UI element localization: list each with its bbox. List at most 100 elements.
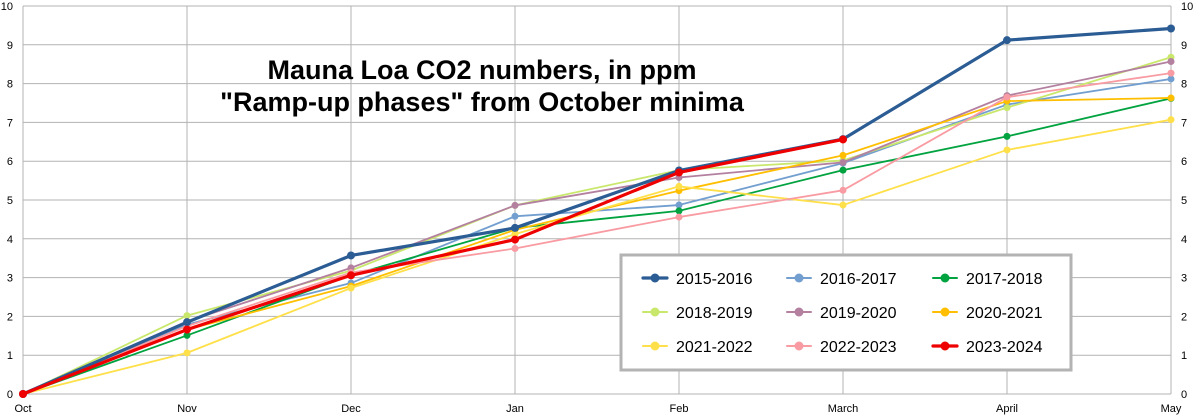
legend-marker <box>650 341 660 351</box>
data-point <box>511 235 519 244</box>
data-point <box>511 201 519 209</box>
data-point <box>1167 24 1175 33</box>
chart-title: Mauna Loa CO2 numbers, in ppm "Ramp-up p… <box>220 55 745 117</box>
y-tick-label-left: 10 <box>1 1 13 13</box>
legend-label: 2022-2023 <box>820 339 897 356</box>
data-point <box>183 349 191 357</box>
y-tick-label-right: 0 <box>1181 389 1187 401</box>
y-tick-label-left: 5 <box>7 195 13 207</box>
legend-item-2023-2024: 2023-2024 <box>931 339 1043 356</box>
legend-marker <box>650 273 660 283</box>
data-point <box>511 212 519 220</box>
x-tick-label: Nov <box>177 403 197 415</box>
y-tick-label-left: 2 <box>7 311 13 323</box>
data-point <box>183 312 191 320</box>
data-point <box>511 230 519 238</box>
y-tick-label-right: 8 <box>1181 79 1187 91</box>
data-point <box>839 135 847 144</box>
legend-marker <box>650 307 660 317</box>
y-tick-label-right: 7 <box>1181 117 1187 129</box>
data-point <box>511 245 519 252</box>
data-point <box>1167 69 1175 77</box>
legend-marker <box>940 307 950 317</box>
data-point <box>347 251 355 260</box>
y-tick-label-right: 5 <box>1181 195 1187 207</box>
legend-marker <box>794 273 804 283</box>
legend-label: 2016-2017 <box>820 271 897 288</box>
data-point <box>839 166 847 174</box>
legend-item-2021-2022: 2021-2022 <box>642 339 753 356</box>
data-point <box>839 186 847 194</box>
data-point <box>1167 75 1175 83</box>
legend-marker <box>794 307 804 317</box>
y-tick-label-right: 3 <box>1181 273 1187 285</box>
y-tick-label-right: 9 <box>1181 40 1187 52</box>
legend-label: 2017-2018 <box>966 271 1043 288</box>
y-tick-label-left: 7 <box>7 117 13 129</box>
data-point <box>839 158 847 166</box>
series <box>19 24 1175 398</box>
data-point <box>675 201 683 209</box>
data-point <box>347 284 355 292</box>
data-point <box>1167 94 1175 102</box>
x-tick-label: March <box>828 403 859 415</box>
data-point <box>675 213 683 221</box>
data-point <box>1167 116 1175 124</box>
y-tick-label-left: 8 <box>7 79 13 91</box>
data-point <box>1003 104 1011 112</box>
x-tick-label: April <box>996 403 1018 415</box>
legend-item-2020-2021: 2020-2021 <box>932 305 1043 322</box>
y-tick-label-left: 3 <box>7 273 13 285</box>
data-point <box>839 201 847 209</box>
legend-item-2017-2018: 2017-2018 <box>932 271 1043 288</box>
series-line <box>22 72 1172 395</box>
legend-marker <box>940 273 950 283</box>
legend-label: 2018-2019 <box>676 305 753 322</box>
data-point <box>1003 93 1011 101</box>
y-tick-label-left: 6 <box>7 156 13 168</box>
x-tick-label: Oct <box>14 403 31 415</box>
title-line-2: "Ramp-up phases" from October minima <box>220 87 745 117</box>
data-point <box>19 390 27 398</box>
legend-label: 2021-2022 <box>676 339 753 356</box>
data-point <box>347 271 355 280</box>
data-point <box>839 151 847 159</box>
title-line-1: Mauna Loa CO2 numbers, in ppm <box>267 55 696 85</box>
series-2021-2022 <box>19 116 1175 398</box>
legend-label: 2020-2021 <box>966 305 1043 322</box>
data-point <box>675 207 683 215</box>
x-tick-label: Dec <box>341 403 361 415</box>
y-tick-label-left: 0 <box>7 389 13 401</box>
data-point <box>183 318 191 327</box>
x-tick-label: Jan <box>506 403 524 415</box>
data-point <box>675 168 683 177</box>
legend-item-2016-2017: 2016-2017 <box>786 271 897 288</box>
legend-item-2018-2019: 2018-2019 <box>642 305 753 322</box>
legend-marker <box>794 341 804 351</box>
data-point <box>675 182 683 190</box>
data-point <box>511 223 519 232</box>
data-point <box>183 331 191 339</box>
series-line <box>21 26 1173 396</box>
series-line <box>21 137 845 396</box>
y-tick-label-right: 6 <box>1181 156 1187 168</box>
data-point <box>1167 57 1175 65</box>
legend-item-2022-2023: 2022-2023 <box>786 339 897 356</box>
data-point <box>1003 36 1011 45</box>
legend-marker <box>940 341 950 351</box>
legend-box <box>619 253 1073 372</box>
y-tick-label-left: 9 <box>7 40 13 52</box>
y-tick-label-right: 4 <box>1181 234 1187 246</box>
series-line <box>22 97 1172 395</box>
legend: 2015-2016 2016-2017 2017-2018 2018-2019 2019… <box>619 253 1073 372</box>
legend-item-2015-2016: 2015-2016 <box>641 271 753 288</box>
y-tick-label-right: 10 <box>1181 1 1193 13</box>
x-tick-label: Feb <box>670 403 689 415</box>
y-tick-label-left: 4 <box>7 234 13 246</box>
series-line <box>22 56 1172 395</box>
x-tick-label: May <box>1161 403 1182 415</box>
legend-label: 2023-2024 <box>966 339 1043 356</box>
legend-item-2019-2020: 2019-2020 <box>786 305 897 322</box>
